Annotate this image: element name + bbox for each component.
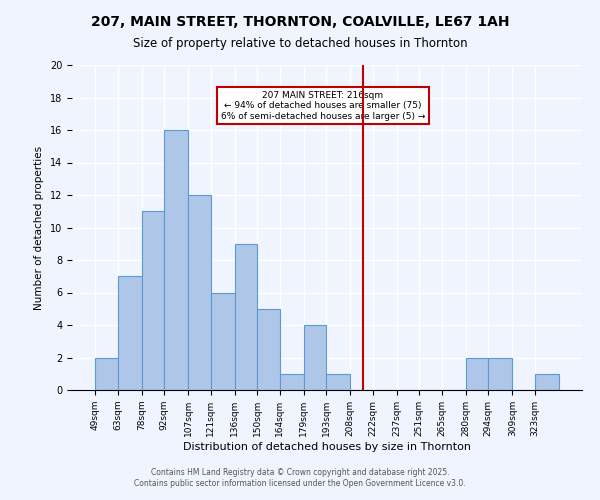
Bar (326, 374, 350, 390)
Bar (188, 195, 211, 390)
Bar (466, 358, 488, 390)
Bar (118, 276, 142, 390)
Bar (280, 374, 304, 390)
Bar (235, 244, 257, 390)
Bar (257, 308, 280, 390)
Text: 207 MAIN STREET: 216sqm
← 94% of detached houses are smaller (75)
6% of semi-det: 207 MAIN STREET: 216sqm ← 94% of detache… (221, 90, 425, 120)
Text: 207, MAIN STREET, THORNTON, COALVILLE, LE67 1AH: 207, MAIN STREET, THORNTON, COALVILLE, L… (91, 15, 509, 29)
Bar (164, 130, 188, 390)
Bar (142, 211, 164, 390)
Y-axis label: Number of detached properties: Number of detached properties (34, 146, 44, 310)
X-axis label: Distribution of detached houses by size in Thornton: Distribution of detached houses by size … (183, 442, 471, 452)
Text: Contains HM Land Registry data © Crown copyright and database right 2025.
Contai: Contains HM Land Registry data © Crown c… (134, 468, 466, 487)
Bar (488, 358, 512, 390)
Bar (535, 374, 559, 390)
Bar (95, 358, 118, 390)
Bar (304, 325, 326, 390)
Text: Size of property relative to detached houses in Thornton: Size of property relative to detached ho… (133, 38, 467, 51)
Bar (211, 292, 235, 390)
